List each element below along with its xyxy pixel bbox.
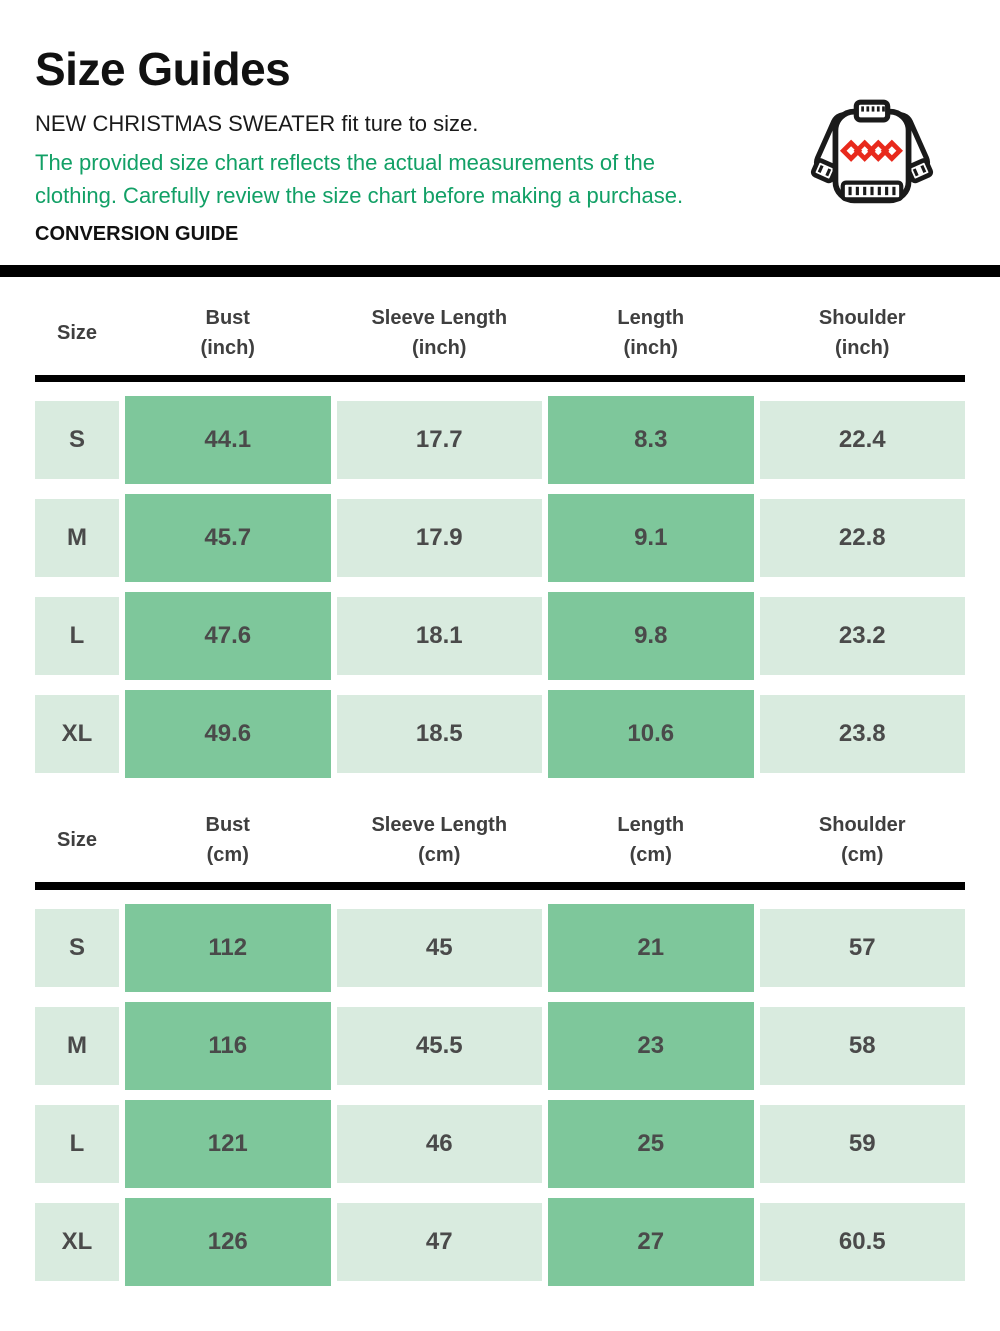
- table-row-xl: XL 49.6 18.5 10.6 23.8: [35, 690, 965, 778]
- length-cell: 25: [548, 1100, 754, 1188]
- bust-cell: 121: [125, 1100, 331, 1188]
- bust-cell: 112: [125, 904, 331, 992]
- size-cell: S: [35, 909, 119, 987]
- column-header-bust: Bust (inch): [125, 303, 331, 363]
- shoulder-cell: 57: [759, 909, 965, 987]
- bust-cell: 45.7: [125, 494, 331, 582]
- table-row-l: L 47.6 18.1 9.8 23.2: [35, 592, 965, 680]
- table-row-s: S 44.1 17.7 8.3 22.4: [35, 396, 965, 484]
- length-cell: 9.8: [548, 592, 754, 680]
- cm-table: Size Bust (cm) Sleeve Length (cm) Length…: [35, 788, 965, 1286]
- column-header-label: Bust: [205, 307, 250, 329]
- sleeve-length-cell: 18.1: [336, 597, 542, 675]
- fit-note: NEW CHRISTMAS SWEATER fit ture to size.: [35, 111, 479, 136]
- column-header-unit: (inch): [623, 337, 678, 359]
- sweater-icon-svg: [810, 99, 934, 204]
- size-cell: XL: [35, 1203, 119, 1281]
- sleeve-length-cell: 47: [336, 1203, 542, 1281]
- column-header-size: Size: [35, 810, 119, 870]
- column-header-label: Bust: [205, 814, 250, 836]
- inch-table-body: S 44.1 17.7 8.3 22.4 M 45.7 17.9 9.1 22.…: [35, 382, 965, 778]
- bust-cell: 116: [125, 1002, 331, 1090]
- column-header-sleeve-length: Sleeve Length (inch): [337, 303, 543, 363]
- page-title: Size Guides: [35, 43, 291, 95]
- column-header-label: Sleeve Length: [371, 814, 508, 836]
- column-header-size: Size: [35, 303, 119, 363]
- conversion-guide-label: CONVERSION GUIDE: [35, 223, 239, 245]
- column-header-unit: (cm): [418, 844, 461, 866]
- column-header-unit: (inch): [835, 337, 890, 359]
- sleeve-length-cell: 17.7: [336, 401, 542, 479]
- column-header-length: Length (cm): [548, 810, 754, 870]
- cm-header-rule: [35, 882, 965, 890]
- top-divider-bar: [0, 265, 1000, 277]
- measurement-note: The provided size chart reflects the act…: [35, 150, 684, 208]
- length-cell: 23: [548, 1002, 754, 1090]
- table-row-l: L 121 46 25 59: [35, 1100, 965, 1188]
- sleeve-length-cell: 45: [336, 909, 542, 987]
- size-cell: L: [35, 597, 119, 675]
- size-cell: S: [35, 401, 119, 479]
- column-header-shoulder: Shoulder (inch): [760, 303, 966, 363]
- bust-cell: 126: [125, 1198, 331, 1286]
- length-cell: 9.1: [548, 494, 754, 582]
- inch-header-rule: [35, 375, 965, 382]
- column-header-label: Size: [56, 829, 98, 851]
- table-row-s: S 112 45 21 57: [35, 904, 965, 992]
- column-header-label: Length: [617, 814, 685, 836]
- column-header-label: Sleeve Length: [371, 307, 508, 329]
- shoulder-cell: 58: [759, 1007, 965, 1085]
- bust-cell: 44.1: [125, 396, 331, 484]
- column-header-label: Size: [56, 322, 98, 344]
- length-cell: 21: [548, 904, 754, 992]
- shoulder-cell: 59: [759, 1105, 965, 1183]
- sleeve-length-cell: 17.9: [336, 499, 542, 577]
- inch-table: Size Bust (inch) Sleeve Length (inch) Le…: [35, 277, 965, 778]
- size-cell: M: [35, 1007, 119, 1085]
- column-header-unit: (inch): [412, 337, 467, 359]
- inch-table-header-row: Size Bust (inch) Sleeve Length (inch) Le…: [35, 277, 965, 375]
- column-header-unit: (cm): [629, 844, 672, 866]
- size-cell: M: [35, 499, 119, 577]
- cm-table-body: S 112 45 21 57 M 116 45.5 23 58 L 121 46: [35, 890, 965, 1286]
- shoulder-cell: 22.4: [759, 401, 965, 479]
- shoulder-cell: 23.8: [759, 695, 965, 773]
- column-header-shoulder: Shoulder (cm): [760, 810, 966, 870]
- bust-cell: 49.6: [125, 690, 331, 778]
- christmas-sweater-icon: [804, 98, 940, 218]
- sleeve-length-cell: 45.5: [336, 1007, 542, 1085]
- size-cell: XL: [35, 695, 119, 773]
- length-cell: 27: [548, 1198, 754, 1286]
- column-header-sleeve-length: Sleeve Length (cm): [337, 810, 543, 870]
- sleeve-length-cell: 46: [336, 1105, 542, 1183]
- column-header-unit: (cm): [206, 844, 249, 866]
- page-header: Size Guides NEW CHRISTMAS SWEATER fit tu…: [0, 0, 1000, 246]
- column-header-unit: (inch): [200, 337, 255, 359]
- size-tables: Size Bust (inch) Sleeve Length (inch) Le…: [0, 277, 1000, 1286]
- length-cell: 10.6: [548, 690, 754, 778]
- sleeve-length-cell: 18.5: [336, 695, 542, 773]
- shoulder-cell: 60.5: [759, 1203, 965, 1281]
- table-row-m: M 116 45.5 23 58: [35, 1002, 965, 1090]
- column-header-label: Length: [617, 307, 685, 329]
- cm-table-header-row: Size Bust (cm) Sleeve Length (cm) Length…: [35, 788, 965, 882]
- column-header-label: Shoulder: [818, 814, 906, 836]
- column-header-label: Shoulder: [818, 307, 906, 329]
- length-cell: 8.3: [548, 396, 754, 484]
- size-cell: L: [35, 1105, 119, 1183]
- bust-cell: 47.6: [125, 592, 331, 680]
- table-row-xl: XL 126 47 27 60.5: [35, 1198, 965, 1286]
- table-row-m: M 45.7 17.9 9.1 22.8: [35, 494, 965, 582]
- shoulder-cell: 22.8: [759, 499, 965, 577]
- column-header-bust: Bust (cm): [125, 810, 331, 870]
- column-header-length: Length (inch): [548, 303, 754, 363]
- shoulder-cell: 23.2: [759, 597, 965, 675]
- column-header-unit: (cm): [841, 844, 884, 866]
